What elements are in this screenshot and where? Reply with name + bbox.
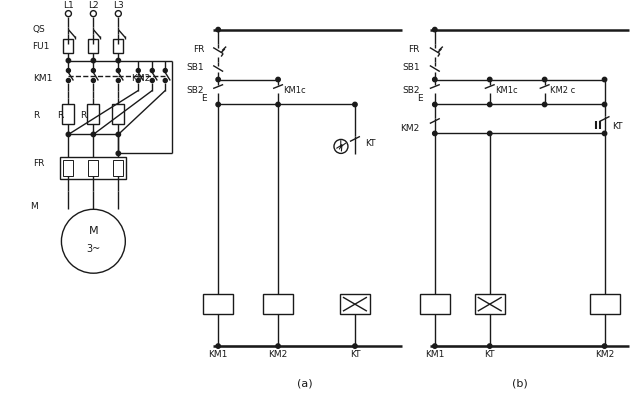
Text: KM2: KM2 <box>268 350 288 358</box>
Text: L1: L1 <box>63 1 74 10</box>
Circle shape <box>116 132 120 137</box>
Circle shape <box>163 69 167 73</box>
Text: KM1c: KM1c <box>495 86 517 95</box>
Text: KM2: KM2 <box>131 74 150 83</box>
Circle shape <box>602 102 607 107</box>
Circle shape <box>216 27 220 32</box>
Bar <box>263 294 293 314</box>
Bar <box>203 294 233 314</box>
Circle shape <box>216 344 220 348</box>
Circle shape <box>543 102 547 107</box>
Text: 3~: 3~ <box>86 244 100 254</box>
Circle shape <box>116 59 120 63</box>
Bar <box>420 294 450 314</box>
Text: M: M <box>31 202 38 211</box>
Circle shape <box>433 102 437 107</box>
Text: (a): (a) <box>297 378 313 388</box>
Circle shape <box>433 27 437 32</box>
Circle shape <box>276 102 280 107</box>
Bar <box>63 38 74 53</box>
Text: L3: L3 <box>113 1 124 10</box>
Text: FR: FR <box>33 159 45 168</box>
Bar <box>60 158 126 179</box>
Circle shape <box>150 69 154 73</box>
Circle shape <box>543 77 547 82</box>
Circle shape <box>91 59 95 63</box>
Circle shape <box>488 344 492 348</box>
Text: SB1: SB1 <box>187 63 204 72</box>
Text: KM1: KM1 <box>33 74 53 83</box>
Text: KT: KT <box>484 350 495 358</box>
Text: KM1: KM1 <box>209 350 228 358</box>
Circle shape <box>92 69 95 73</box>
Text: FU1: FU1 <box>33 42 50 51</box>
Text: KM2 c: KM2 c <box>550 86 575 95</box>
Bar <box>340 294 370 314</box>
Circle shape <box>433 344 437 348</box>
Bar <box>113 160 124 176</box>
Circle shape <box>216 102 220 107</box>
Circle shape <box>67 79 70 83</box>
Text: KT: KT <box>612 122 623 131</box>
Text: SB2: SB2 <box>187 86 204 95</box>
Circle shape <box>488 131 492 136</box>
Circle shape <box>66 59 70 63</box>
Text: E: E <box>417 94 423 103</box>
Text: M: M <box>88 226 98 236</box>
Circle shape <box>353 102 357 107</box>
Text: FR: FR <box>408 45 420 54</box>
Circle shape <box>353 344 357 348</box>
Circle shape <box>602 131 607 136</box>
Circle shape <box>163 79 167 83</box>
Circle shape <box>92 79 95 83</box>
Text: KM2: KM2 <box>401 124 420 133</box>
Circle shape <box>276 77 280 82</box>
Text: R: R <box>33 111 40 120</box>
Circle shape <box>66 132 70 137</box>
Bar <box>475 294 505 314</box>
Text: KT: KT <box>349 350 360 358</box>
Text: R: R <box>81 111 86 120</box>
Text: KM2: KM2 <box>595 350 614 358</box>
Circle shape <box>91 132 95 137</box>
Circle shape <box>602 77 607 82</box>
Circle shape <box>116 79 120 83</box>
Text: L2: L2 <box>88 1 99 10</box>
Text: (b): (b) <box>512 378 527 388</box>
Bar <box>88 38 99 53</box>
Text: KM1: KM1 <box>425 350 445 358</box>
Bar <box>88 160 99 176</box>
Bar <box>63 105 74 124</box>
Bar <box>589 294 620 314</box>
Circle shape <box>136 79 140 83</box>
Text: R: R <box>58 111 63 120</box>
Circle shape <box>602 344 607 348</box>
Circle shape <box>150 79 154 83</box>
Circle shape <box>116 151 120 156</box>
Circle shape <box>433 77 437 82</box>
Text: KM1c: KM1c <box>283 86 306 95</box>
Bar <box>113 105 124 124</box>
Bar <box>113 38 124 53</box>
Text: QS: QS <box>33 25 45 34</box>
Text: FR: FR <box>193 45 204 54</box>
Text: SB1: SB1 <box>402 63 420 72</box>
Circle shape <box>216 77 220 82</box>
Circle shape <box>136 69 140 73</box>
Text: SB2: SB2 <box>403 86 420 95</box>
Text: E: E <box>202 94 207 103</box>
Circle shape <box>67 69 70 73</box>
Circle shape <box>488 77 492 82</box>
Circle shape <box>116 69 120 73</box>
Bar <box>88 105 99 124</box>
Circle shape <box>488 102 492 107</box>
Bar <box>63 160 74 176</box>
Circle shape <box>276 344 280 348</box>
Text: KT: KT <box>365 139 376 148</box>
Circle shape <box>433 131 437 136</box>
